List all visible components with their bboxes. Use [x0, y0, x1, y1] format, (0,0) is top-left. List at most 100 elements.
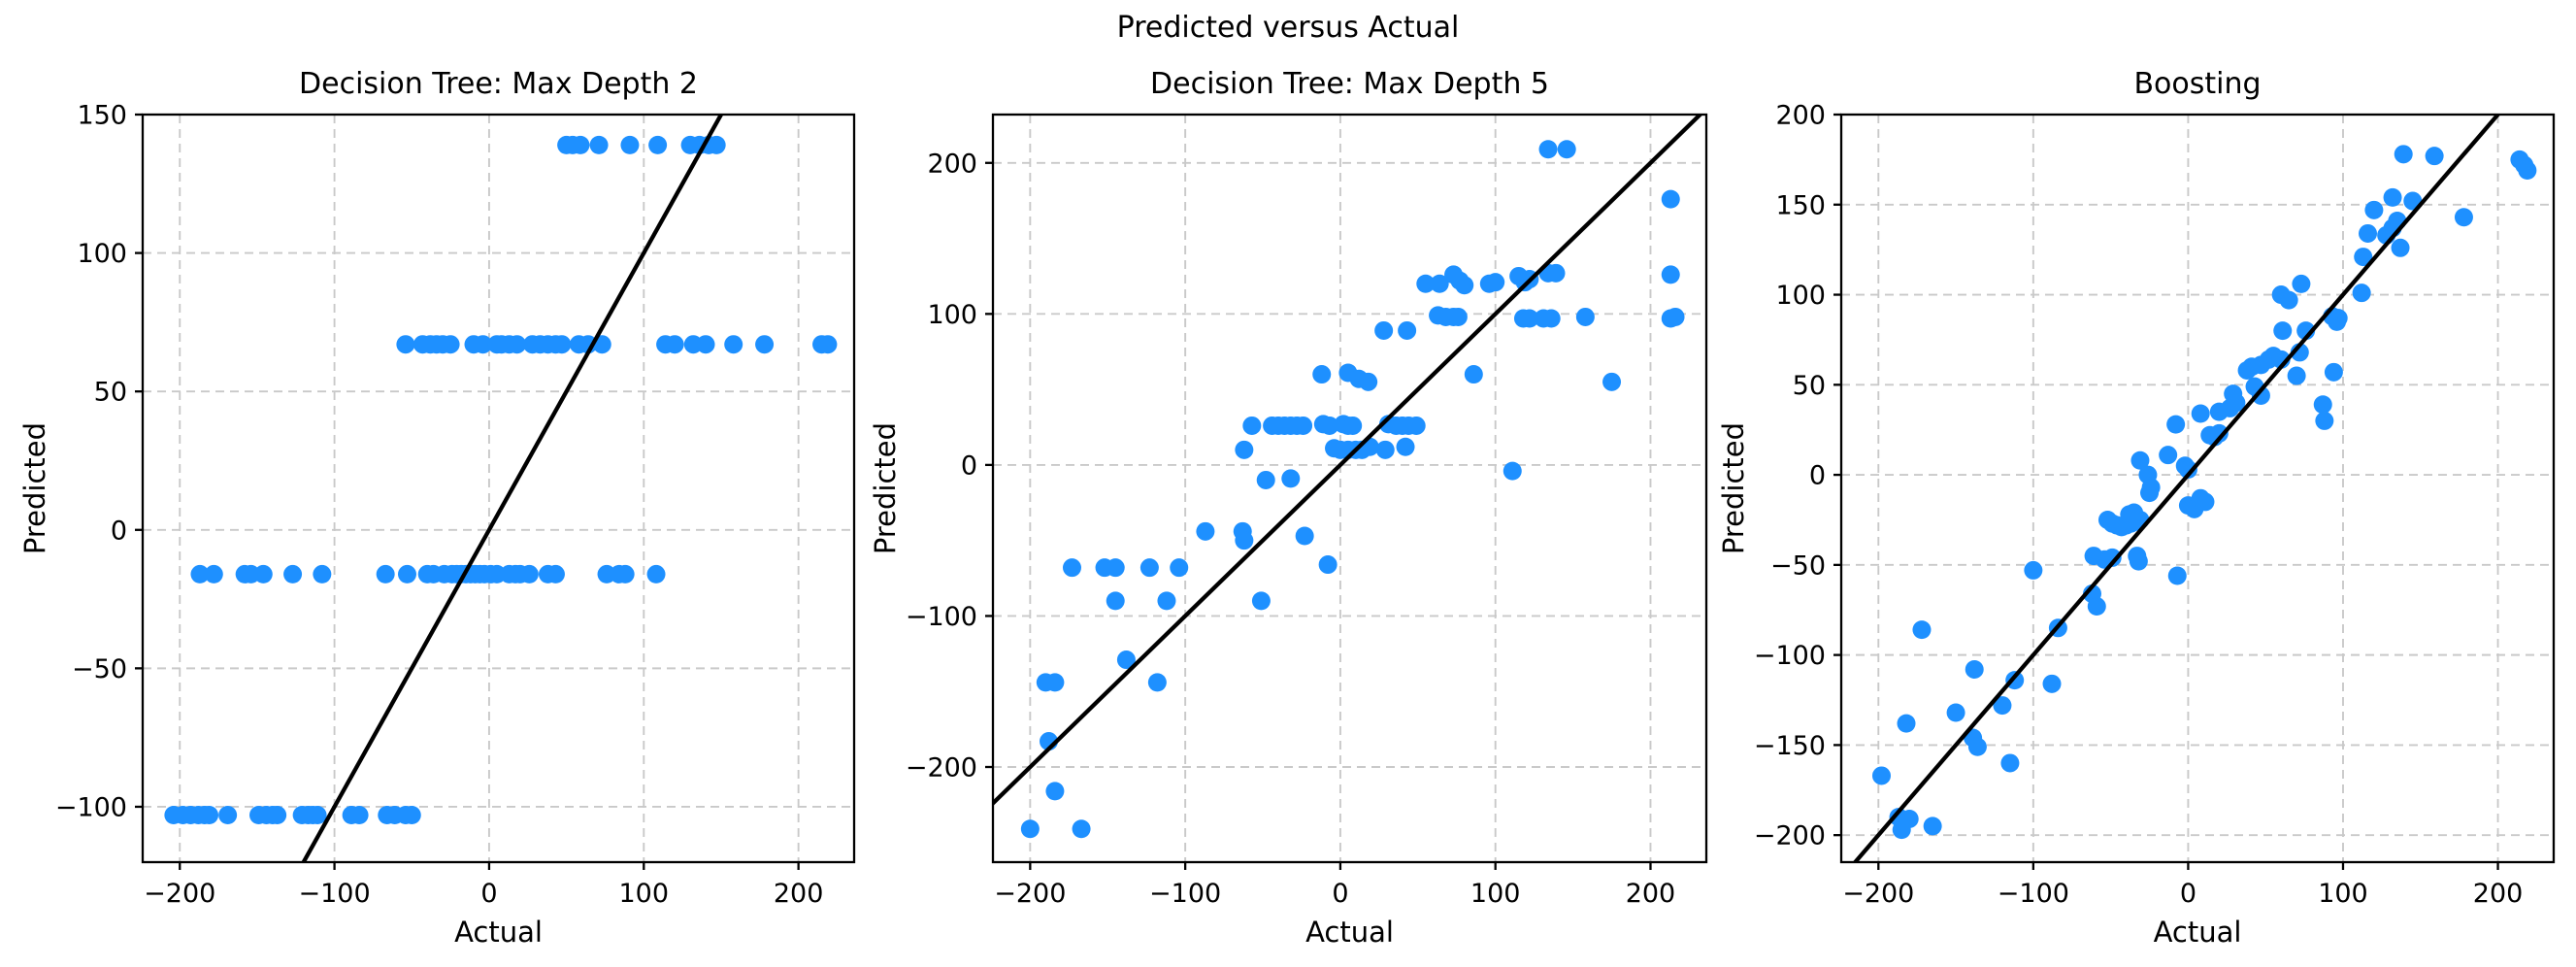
x-tick-label: 100 [1470, 879, 1521, 909]
identity-line [993, 115, 1703, 807]
y-tick-label: −100 [55, 792, 127, 822]
data-point [696, 335, 715, 354]
y-tick-label: −150 [1754, 731, 1826, 761]
data-point [1455, 276, 1474, 295]
data-point [2359, 223, 2378, 243]
data-point [1318, 555, 1338, 575]
data-point [1503, 461, 1522, 481]
y-tick-label: 150 [1775, 190, 1826, 220]
data-point [1912, 620, 1932, 640]
data-point [2324, 362, 2343, 382]
data-point [2425, 147, 2444, 166]
chart2-xaxis-label: Actual [1305, 916, 1394, 949]
data-point [1520, 309, 1539, 328]
identity-line [301, 115, 724, 862]
data-point [2391, 238, 2410, 257]
data-point [268, 806, 287, 825]
x-tick-label: 200 [774, 879, 824, 909]
data-point [2352, 283, 2371, 303]
data-point [1235, 440, 1254, 459]
data-point [1196, 521, 1215, 541]
data-point [474, 335, 493, 354]
data-point [1557, 140, 1576, 159]
data-point [1416, 274, 1436, 293]
data-point [200, 806, 219, 825]
data-point [1430, 274, 1449, 293]
data-point [1871, 766, 1891, 785]
data-point [519, 564, 539, 584]
data-point [1045, 673, 1065, 692]
data-point [1923, 817, 1942, 836]
data-point [2224, 384, 2243, 404]
data-point [1343, 416, 1363, 435]
y-tick-label: −200 [1754, 821, 1826, 851]
chart3-title: Boosting [2133, 67, 2262, 101]
chart3-yaxis-label: Predicted [1717, 421, 1750, 555]
data-point [2130, 450, 2150, 470]
data-point [204, 564, 223, 584]
data-point [1374, 320, 1394, 340]
data-point [2042, 674, 2062, 693]
chart1-xaxis-label: Actual [454, 916, 543, 949]
y-tick-label: 100 [927, 300, 977, 330]
data-point [1666, 307, 1685, 326]
y-tick-label: −50 [72, 654, 127, 684]
data-point [1020, 819, 1040, 839]
y-tick-label: 150 [77, 101, 127, 131]
chart1-title: Decision Tree: Max Depth 2 [299, 67, 698, 101]
x-tick-label: −100 [299, 879, 371, 909]
data-point [2454, 208, 2473, 227]
data-point [402, 806, 421, 825]
data-point [2364, 200, 2384, 219]
y-tick-label: 0 [961, 450, 977, 481]
chart2-title: Decision Tree: Max Depth 5 [1150, 67, 1549, 101]
data-point [1546, 263, 1566, 283]
data-point [1464, 365, 1483, 384]
data-point [1062, 558, 1081, 578]
data-point [2292, 274, 2311, 293]
data-point [1892, 820, 1911, 840]
data-point [1256, 470, 1275, 489]
axes-1: −200 −100 0 100 200 −100 −50 0 50 100 150 [55, 101, 856, 909]
data-point [2383, 187, 2402, 207]
axes-2: −200 −100 0 100 200 −200 −100 0 100 200 [906, 113, 1708, 909]
x-tick-label: −200 [994, 879, 1066, 909]
x-tick-label: −200 [144, 879, 215, 909]
data-point [313, 564, 332, 584]
axes-border [1839, 113, 2556, 864]
data-point [2140, 484, 2160, 503]
data-point [620, 135, 640, 154]
x-tick-label: 100 [619, 879, 670, 909]
chart3-xaxis-label: Actual [2153, 916, 2242, 949]
data-point [1359, 372, 1378, 391]
data-point [2279, 290, 2298, 310]
data-point [376, 564, 395, 584]
data-point [2000, 753, 2020, 773]
x-tick-label: −100 [1998, 879, 2069, 909]
y-tick-label: 100 [77, 239, 127, 269]
data-point [1406, 416, 1426, 435]
y-tick-label: 50 [1793, 371, 1826, 401]
plot-background [993, 115, 1706, 862]
x-tick-label: −200 [1842, 879, 1914, 909]
data-point [2354, 248, 2373, 267]
chart1-yaxis-label: Predicted [18, 421, 51, 555]
chart2-yaxis-label: Predicted [869, 421, 902, 555]
x-tick-label: 200 [2473, 879, 2524, 909]
data-point [396, 335, 415, 354]
data-point [2191, 404, 2210, 423]
data-point [1575, 307, 1595, 326]
x-tick-label: 0 [2180, 879, 2196, 909]
data-point [1147, 673, 1167, 692]
data-point [2313, 395, 2332, 415]
data-point [2394, 145, 2413, 164]
data-point [2167, 566, 2187, 585]
axes-border [991, 113, 1708, 864]
x-tick-label: −100 [1149, 879, 1221, 909]
data-point [724, 335, 743, 354]
plot-background [1841, 115, 2554, 862]
data-point [2024, 560, 2043, 580]
data-point [571, 135, 590, 154]
